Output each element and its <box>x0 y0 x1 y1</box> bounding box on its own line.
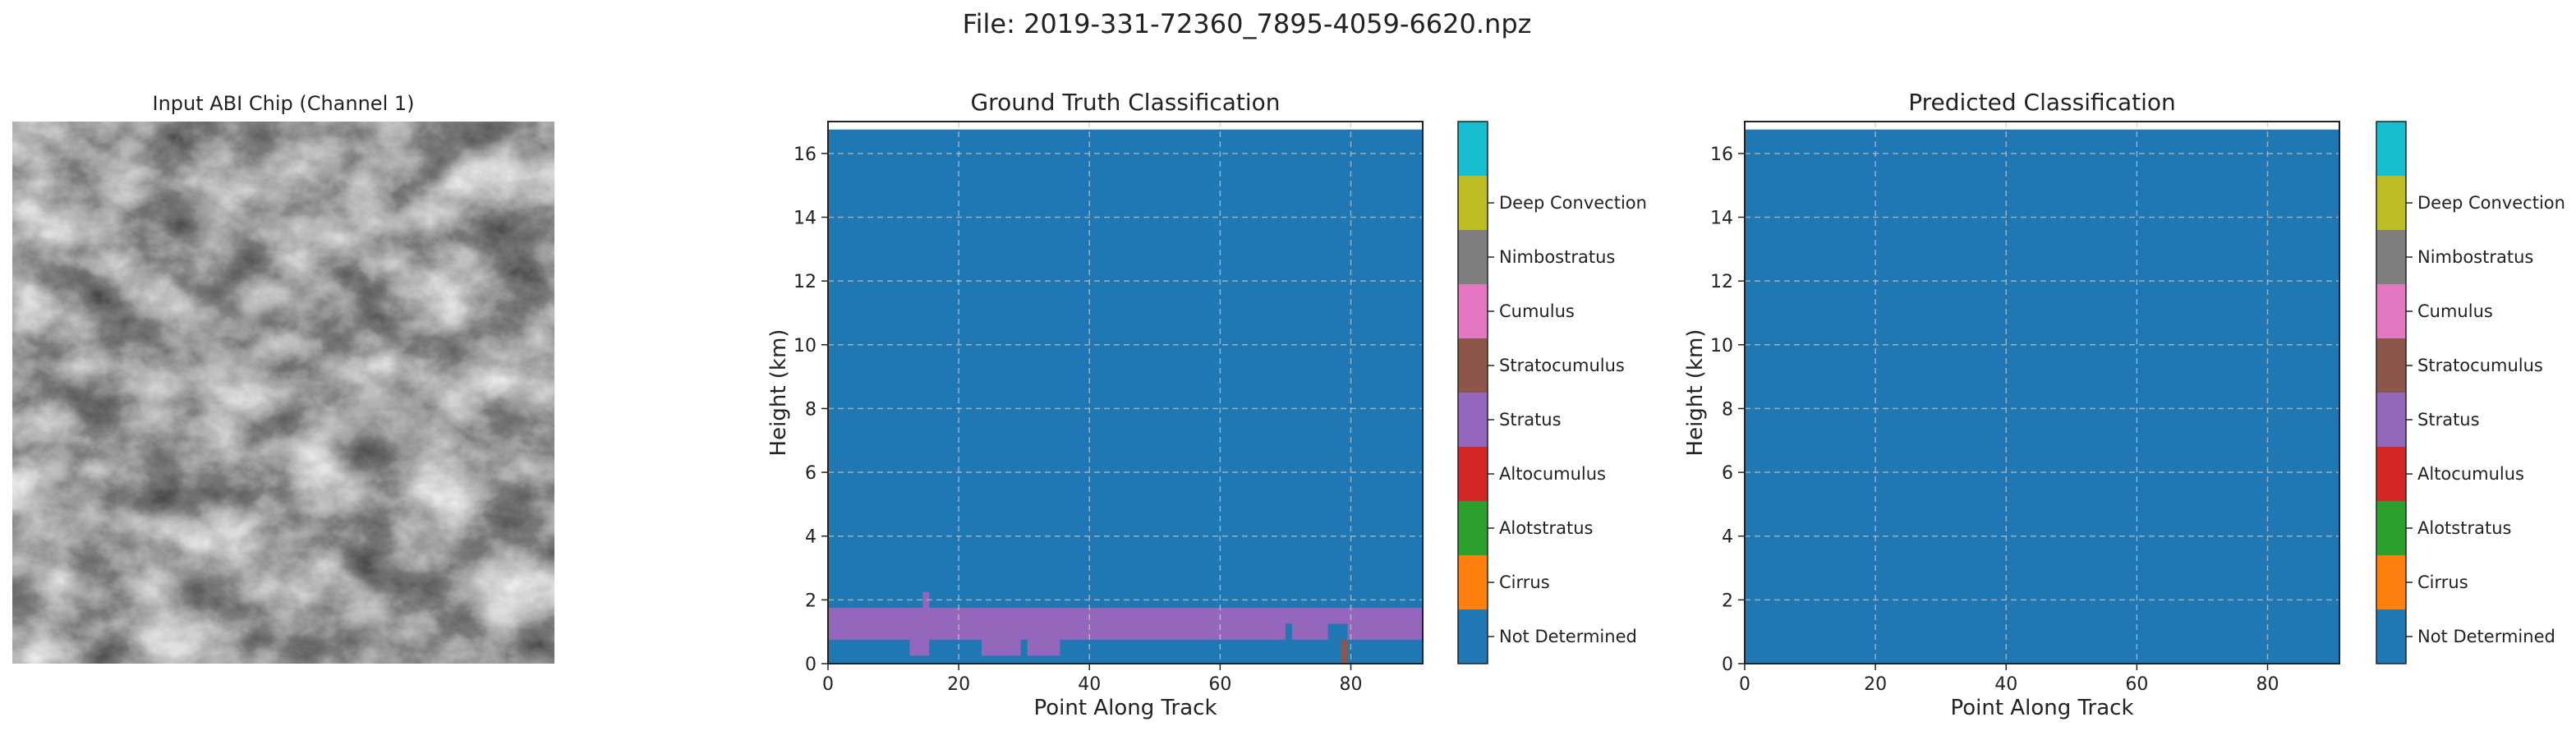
ground-truth-colorbar-label-4: Stratus <box>1499 410 1562 430</box>
ground-truth-colorbar-segment-9 <box>1458 122 1488 176</box>
predicted-title: Predicted Classification <box>1908 89 2176 116</box>
predicted-x-tick-label-4: 80 <box>2256 674 2279 695</box>
predicted-plot-area: 0 20 40 60 80 0 2 4 6 8 10 12 14 16 <box>1710 121 2340 695</box>
predicted-colorbar-segment-2 <box>2376 501 2406 555</box>
panel-predicted: Predicted Classification Point Along Tra… <box>1683 89 2565 720</box>
ground-truth-y-tick-label-5: 10 <box>794 336 816 356</box>
ground-truth-colorbar-segment-2 <box>1458 501 1488 555</box>
predicted-colorbar-label-6: Cumulus <box>2417 301 2493 321</box>
ground-truth-colorbar-label-8: Deep Convection <box>1499 193 1647 213</box>
ground-truth-x-tick-label-2: 40 <box>1078 674 1101 695</box>
predicted-colorbar-segment-4 <box>2376 393 2406 447</box>
ground-truth-class-region-0 <box>828 608 1423 640</box>
ground-truth-y-tick-label-1: 2 <box>805 591 816 611</box>
predicted-x-tick-label-0: 0 <box>1739 674 1750 695</box>
predicted-y-tick-label-0: 0 <box>1722 655 1733 675</box>
ground-truth-colorbar-segment-3 <box>1458 447 1488 501</box>
predicted-colorbar-segment-8 <box>2376 176 2406 230</box>
predicted-colorbar-label-3: Altocumulus <box>2417 464 2524 484</box>
ground-truth-y-tick-label-4: 8 <box>805 399 816 420</box>
ground-truth-ylabel: Height (km) <box>766 329 791 457</box>
ground-truth-x-tick-label-1: 20 <box>947 674 970 695</box>
ground-truth-y-tick-label-2: 4 <box>805 527 816 548</box>
predicted-y-tick-label-2: 4 <box>1722 527 1733 548</box>
predicted-x-tick-label-3: 60 <box>2125 674 2148 695</box>
predicted-colorbar-segment-6 <box>2376 284 2406 338</box>
predicted-ylabel: Height (km) <box>1683 329 1708 457</box>
ground-truth-x-tick-label-4: 80 <box>1339 674 1362 695</box>
ground-truth-class-region-6 <box>1327 623 1348 640</box>
abi-chip-title: Input ABI Chip (Channel 1) <box>152 92 414 115</box>
abi-chip-image <box>12 122 554 664</box>
ground-truth-x-tick-label-3: 60 <box>1208 674 1231 695</box>
ground-truth-class-region-3 <box>981 639 1021 656</box>
ground-truth-y-tick-label-8: 16 <box>794 145 816 165</box>
ground-truth-title: Ground Truth Classification <box>970 89 1280 116</box>
ground-truth-colorbar-segment-0 <box>1458 609 1488 664</box>
ground-truth-colorbar-label-5: Stratocumulus <box>1499 356 1625 375</box>
ground-truth-class-region-5 <box>1285 623 1292 640</box>
ground-truth-class-region-2 <box>922 591 930 609</box>
ground-truth-class-region-7 <box>1341 639 1348 664</box>
ground-truth-y-tick-label-7: 14 <box>794 208 816 228</box>
ground-truth-x-tick-label-0: 0 <box>822 674 834 695</box>
ground-truth-colorbar-segment-5 <box>1458 338 1488 393</box>
predicted-y-tick-label-1: 2 <box>1722 591 1733 611</box>
predicted-y-tick-label-8: 16 <box>1710 145 1733 165</box>
ground-truth-colorbar-segment-8 <box>1458 176 1488 230</box>
predicted-y-tick-label-7: 14 <box>1710 208 1733 228</box>
predicted-colorbar-segment-3 <box>2376 447 2406 501</box>
ground-truth-y-tick-label-6: 12 <box>794 272 816 292</box>
predicted-y-tick-label-3: 6 <box>1722 463 1733 484</box>
ground-truth-colorbar: Not Determined Cirrus Alotstratus Altocumul… <box>1457 121 1647 664</box>
predicted-colorbar-label-2: Alotstratus <box>2417 518 2511 538</box>
predicted-colorbar: Not Determined Cirrus Alotstratus Altocumul… <box>2376 121 2565 664</box>
predicted-colorbar-frame <box>2376 121 2407 664</box>
panel-abi-chip: Input ABI Chip (Channel 1) <box>12 92 554 664</box>
ground-truth-y-tick-label-3: 6 <box>805 463 816 484</box>
predicted-colorbar-segment-5 <box>2376 338 2406 393</box>
ground-truth-colorbar-label-7: Nimbostratus <box>1499 247 1615 267</box>
predicted-colorbar-label-5: Stratocumulus <box>2417 356 2543 375</box>
predicted-colorbar-label-8: Deep Convection <box>2417 193 2565 213</box>
ground-truth-colorbar-label-1: Cirrus <box>1499 572 1550 592</box>
predicted-colorbar-segment-0 <box>2376 609 2406 664</box>
predicted-colorbar-segment-9 <box>2376 122 2406 176</box>
predicted-y-tick-label-6: 12 <box>1710 272 1733 292</box>
predicted-colorbar-segment-7 <box>2376 230 2406 284</box>
ground-truth-colorbar-segment-7 <box>1458 230 1488 284</box>
ground-truth-colorbar-segment-4 <box>1458 393 1488 447</box>
ground-truth-colorbar-frame <box>1457 121 1488 664</box>
predicted-colorbar-label-1: Cirrus <box>2417 572 2468 592</box>
predicted-y-tick-label-5: 10 <box>1710 336 1733 356</box>
predicted-axes-frame <box>1744 121 2340 664</box>
ground-truth-colorbar-label-0: Not Determined <box>1499 627 1637 646</box>
ground-truth-class-region-1 <box>909 639 930 656</box>
ground-truth-class-region-4 <box>1027 639 1060 656</box>
ground-truth-background-class-cells <box>828 129 1423 664</box>
figure-suptitle: File: 2019-331-72360_7895-4059-6620.npz <box>963 8 1532 39</box>
predicted-colorbar-label-7: Nimbostratus <box>2417 247 2533 267</box>
ground-truth-axes-frame <box>827 121 1424 664</box>
predicted-colorbar-segment-1 <box>2376 555 2406 609</box>
ground-truth-colorbar-segment-6 <box>1458 284 1488 338</box>
panel-ground-truth: Ground Truth Classification Point Along … <box>766 89 1647 720</box>
ground-truth-xlabel: Point Along Track <box>1033 696 1217 720</box>
predicted-xlabel: Point Along Track <box>1950 696 2133 720</box>
ground-truth-colorbar-segment-1 <box>1458 555 1488 609</box>
ground-truth-colorbar-label-3: Altocumulus <box>1499 464 1606 484</box>
ground-truth-y-tick-label-0: 0 <box>805 655 816 675</box>
predicted-x-tick-label-1: 20 <box>1864 674 1887 695</box>
predicted-colorbar-label-4: Stratus <box>2417 410 2480 430</box>
ground-truth-colorbar-label-6: Cumulus <box>1499 301 1575 321</box>
predicted-x-tick-label-2: 40 <box>1994 674 2017 695</box>
predicted-background-class-cells <box>1745 129 2339 664</box>
ground-truth-colorbar-label-2: Alotstratus <box>1499 518 1593 538</box>
ground-truth-plot-area: 0 20 40 60 80 0 2 4 6 8 10 12 14 16 <box>794 121 1424 695</box>
predicted-colorbar-label-0: Not Determined <box>2417 627 2555 646</box>
predicted-y-tick-label-4: 8 <box>1722 399 1733 420</box>
